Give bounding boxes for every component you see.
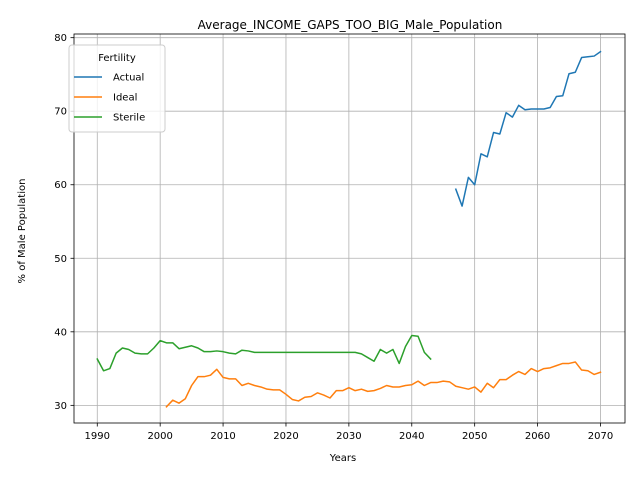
- y-tick-label: 50: [54, 254, 67, 265]
- x-tick-label: 2030: [336, 431, 361, 442]
- x-tick-label: 2010: [210, 431, 235, 442]
- x-tick-label: 2020: [273, 431, 298, 442]
- x-axis-title: Years: [329, 453, 356, 464]
- x-tick-label: 1990: [85, 431, 110, 442]
- legend-label-sterile: Sterile: [113, 113, 145, 124]
- series-line-sterile: [96, 334, 432, 372]
- y-tick-label: 60: [54, 180, 67, 191]
- legend-box: [68, 44, 166, 133]
- legend-entries: Actual Ideal Sterile: [74, 73, 145, 124]
- legend: Fertility Actual Ideal Sterile: [68, 44, 166, 133]
- grid: [74, 34, 625, 423]
- x-tick-label: 2070: [588, 431, 613, 442]
- legend-label-ideal: Ideal: [113, 93, 137, 104]
- series-lines: [96, 50, 602, 408]
- x-tick-label: 2050: [462, 431, 487, 442]
- y-axis-title: % of Male Population: [17, 179, 28, 284]
- legend-title: Fertility: [98, 53, 136, 64]
- x-tick-label: 2040: [399, 431, 424, 442]
- plot-area-frame: [73, 33, 626, 424]
- y-tick-label: 30: [54, 401, 67, 412]
- x-tick-label: 2060: [525, 431, 550, 442]
- y-tick-label: 80: [54, 33, 67, 44]
- series-line-ideal: [165, 361, 602, 408]
- x-tick-label: 2000: [147, 431, 172, 442]
- y-tick-label: 70: [54, 107, 67, 118]
- legend-label-actual: Actual: [113, 73, 144, 84]
- chart-title: Average_INCOME_GAPS_TOO_BIG_Male_Populat…: [198, 18, 503, 32]
- series-line-actual: [454, 50, 602, 207]
- axis-ticks: 1990 2000 2010 2020 2030 2040 2050 2060 2070 30 40…: [54, 33, 613, 442]
- y-tick-label: 40: [54, 327, 67, 338]
